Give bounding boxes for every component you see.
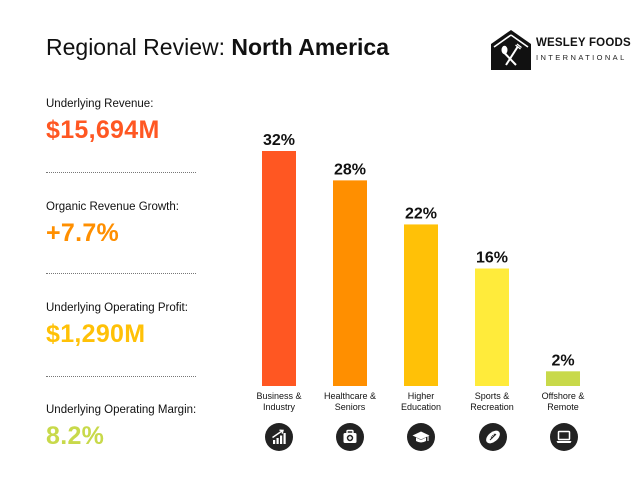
bar	[546, 371, 580, 386]
laptop-icon	[550, 423, 578, 451]
kpi-divider	[46, 273, 196, 274]
kpi-profit-value: $1,290M	[46, 320, 146, 348]
page-title-prefix: Regional Review:	[46, 34, 232, 60]
kpi-growth: Organic Revenue Growth: +7.7%	[46, 201, 206, 248]
category-label: Healthcare &	[324, 391, 376, 401]
kpi-revenue: Underlying Revenue: $15,694M	[46, 98, 206, 145]
page-title-region: North America	[231, 34, 390, 60]
bar-value-label: 16%	[476, 250, 508, 267]
category-label: Remote	[547, 402, 579, 412]
graduation-cap-icon	[407, 423, 435, 451]
kpi-revenue-label: Underlying Revenue:	[46, 98, 154, 110]
category-label: Education	[401, 402, 441, 412]
bar-value-label: 28%	[334, 161, 366, 178]
bar-chart-icon	[265, 423, 293, 451]
page-title: Regional Review: North America	[46, 34, 389, 61]
kpi-margin-value: 8.2%	[46, 422, 105, 450]
bar	[333, 180, 367, 386]
category-label: Higher	[408, 391, 435, 401]
kpi-divider	[46, 172, 196, 173]
kpi-divider	[46, 376, 196, 377]
bar-value-label: 32%	[263, 132, 295, 149]
bar-value-label: 22%	[405, 205, 437, 222]
kpi-profit-label: Underlying Operating Profit:	[46, 302, 188, 314]
category-label: Industry	[263, 402, 296, 412]
category-label: Offshore &	[542, 391, 585, 401]
company-logo: WESLEY FOODS INTERNATIONAL	[491, 28, 631, 70]
kpi-growth-value: +7.7%	[46, 219, 120, 247]
first-aid-kit-icon	[336, 423, 364, 451]
category-label: Seniors	[335, 402, 366, 412]
kpi-profit: Underlying Operating Profit: $1,290M	[46, 302, 206, 349]
football-icon	[479, 423, 507, 451]
bar-value-label: 2%	[551, 352, 574, 369]
company-subtitle: INTERNATIONAL	[536, 53, 627, 62]
category-label: Recreation	[470, 402, 514, 412]
kpi-margin: Underlying Operating Margin: 8.2%	[46, 404, 206, 451]
bar	[262, 151, 296, 386]
bar	[475, 268, 509, 386]
company-name: WESLEY FOODS	[536, 37, 631, 49]
house-utensils-icon	[491, 30, 531, 70]
category-label: Sports &	[475, 391, 510, 401]
kpi-revenue-value: $15,694M	[46, 116, 160, 144]
category-label: Business &	[256, 391, 301, 401]
kpi-margin-label: Underlying Operating Margin:	[46, 404, 197, 416]
bar	[404, 224, 438, 386]
kpi-growth-label: Organic Revenue Growth:	[46, 201, 179, 213]
